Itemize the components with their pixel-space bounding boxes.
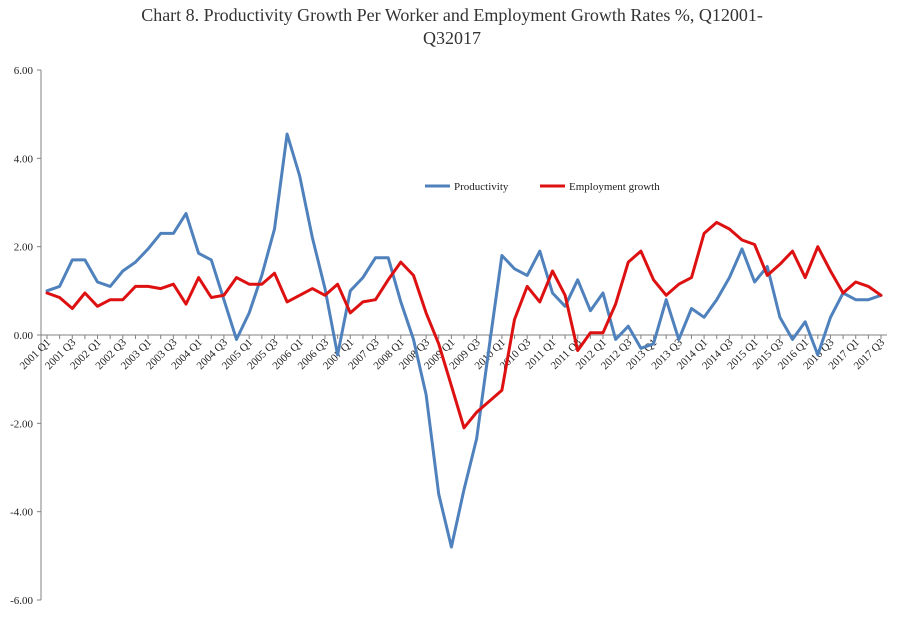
chart-title-line-2: Q32017 bbox=[423, 28, 481, 48]
y-tick-label: 2.00 bbox=[14, 242, 34, 254]
chart-title-line-1: Chart 8. Productivity Growth Per Worker … bbox=[141, 5, 763, 25]
legend-label-employment-growth: Employment growth bbox=[569, 181, 660, 193]
y-tick-label: 6.00 bbox=[14, 65, 34, 77]
series-layer bbox=[45, 132, 883, 549]
chart-legend: Productivity Employment growth bbox=[425, 181, 660, 193]
series-line-employment-growth bbox=[45, 220, 883, 430]
legend-label-productivity: Productivity bbox=[454, 181, 509, 193]
y-tick-label: -2.00 bbox=[10, 418, 33, 430]
y-tick-label: 4.00 bbox=[14, 153, 34, 165]
series-line-productivity bbox=[45, 132, 883, 549]
chart-title: Chart 8. Productivity Growth Per Worker … bbox=[0, 4, 904, 50]
y-tick-label: 0.00 bbox=[14, 330, 34, 342]
y-tick-label: -4.00 bbox=[10, 507, 33, 519]
y-tick-label: -6.00 bbox=[10, 595, 33, 607]
